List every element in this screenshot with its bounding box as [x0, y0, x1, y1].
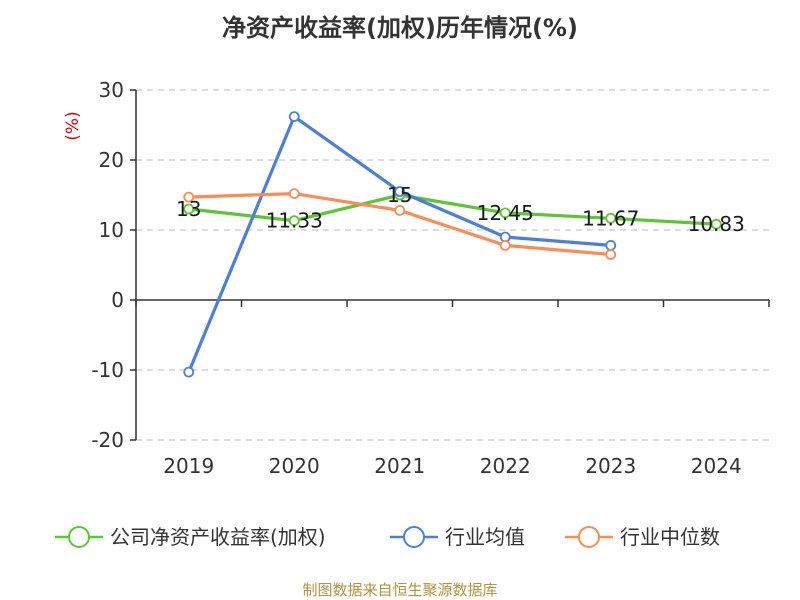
y-tick-label-30: 30: [99, 78, 124, 102]
series-2-point-4: [605, 249, 617, 260]
series-line-1: [187, 114, 611, 373]
y-tick-label-0: 0: [111, 288, 124, 312]
data-label-2023: 11.67: [582, 206, 639, 230]
data-label-2020: 11.33: [266, 209, 323, 233]
y-tick-label-10: 10: [99, 218, 124, 242]
data-labels: 13 11.33 15 12.45 11.67 10.83: [176, 183, 745, 236]
legend-marker-0: [68, 526, 90, 548]
x-tick-label-2022: 2022: [480, 454, 531, 478]
legend-label-0: 公司净资产收益率(加权): [110, 525, 326, 549]
y-tick-label--10: -10: [91, 358, 124, 382]
x-tick-label-2019: 2019: [163, 454, 214, 478]
series-0-point-0: [183, 203, 195, 215]
data-label-2024: 10.83: [688, 212, 745, 236]
y-tick-label-20: 20: [99, 148, 124, 172]
legend: 公司净资产收益率(加权) 行业均值 行业中位数: [55, 525, 720, 549]
x-tick-label-2023: 2023: [585, 454, 636, 478]
series-1-point-4: [605, 239, 617, 251]
series-2-point-1: [288, 188, 300, 200]
series-1-point-0: [183, 366, 195, 378]
legend-marker-1: [403, 526, 425, 548]
legend-label-2: 行业中位数: [620, 525, 720, 549]
series: [183, 111, 722, 378]
series-2-point-0: [183, 191, 195, 203]
series-0-point-4: [605, 212, 617, 224]
series-0-point-3: [499, 207, 511, 219]
y-axis-label: (%): [63, 111, 83, 140]
x-tick-label-2021: 2021: [374, 454, 425, 478]
data-label-2021: 15: [387, 183, 412, 207]
chart-title: 净资产收益率(加权)历年情况(%): [222, 14, 578, 42]
axes: -20 -10 0 10 20 30 2019 2020 2021 2022 2023 2024: [91, 78, 770, 478]
data-label-2022: 12.45: [477, 201, 534, 225]
y-tick-label--20: -20: [91, 428, 124, 452]
series-2-point-2: [394, 204, 406, 216]
series-1-point-2: [394, 186, 406, 197]
series-line-0: [188, 193, 717, 226]
source-footer: 制图数据来自恒生聚源数据库: [302, 581, 498, 599]
series-2-point-3: [499, 239, 511, 251]
data-label-2019: 13: [176, 197, 201, 221]
series-0-point-1: [288, 215, 300, 227]
x-tick-label-2024: 2024: [691, 454, 742, 478]
series-1-point-1: [288, 111, 300, 122]
series-0-point-5: [710, 218, 722, 230]
x-tick-label-2020: 2020: [269, 454, 320, 478]
legend-marker-2: [578, 526, 600, 548]
legend-label-1: 行业均值: [445, 525, 525, 549]
gridlines: [136, 89, 769, 441]
